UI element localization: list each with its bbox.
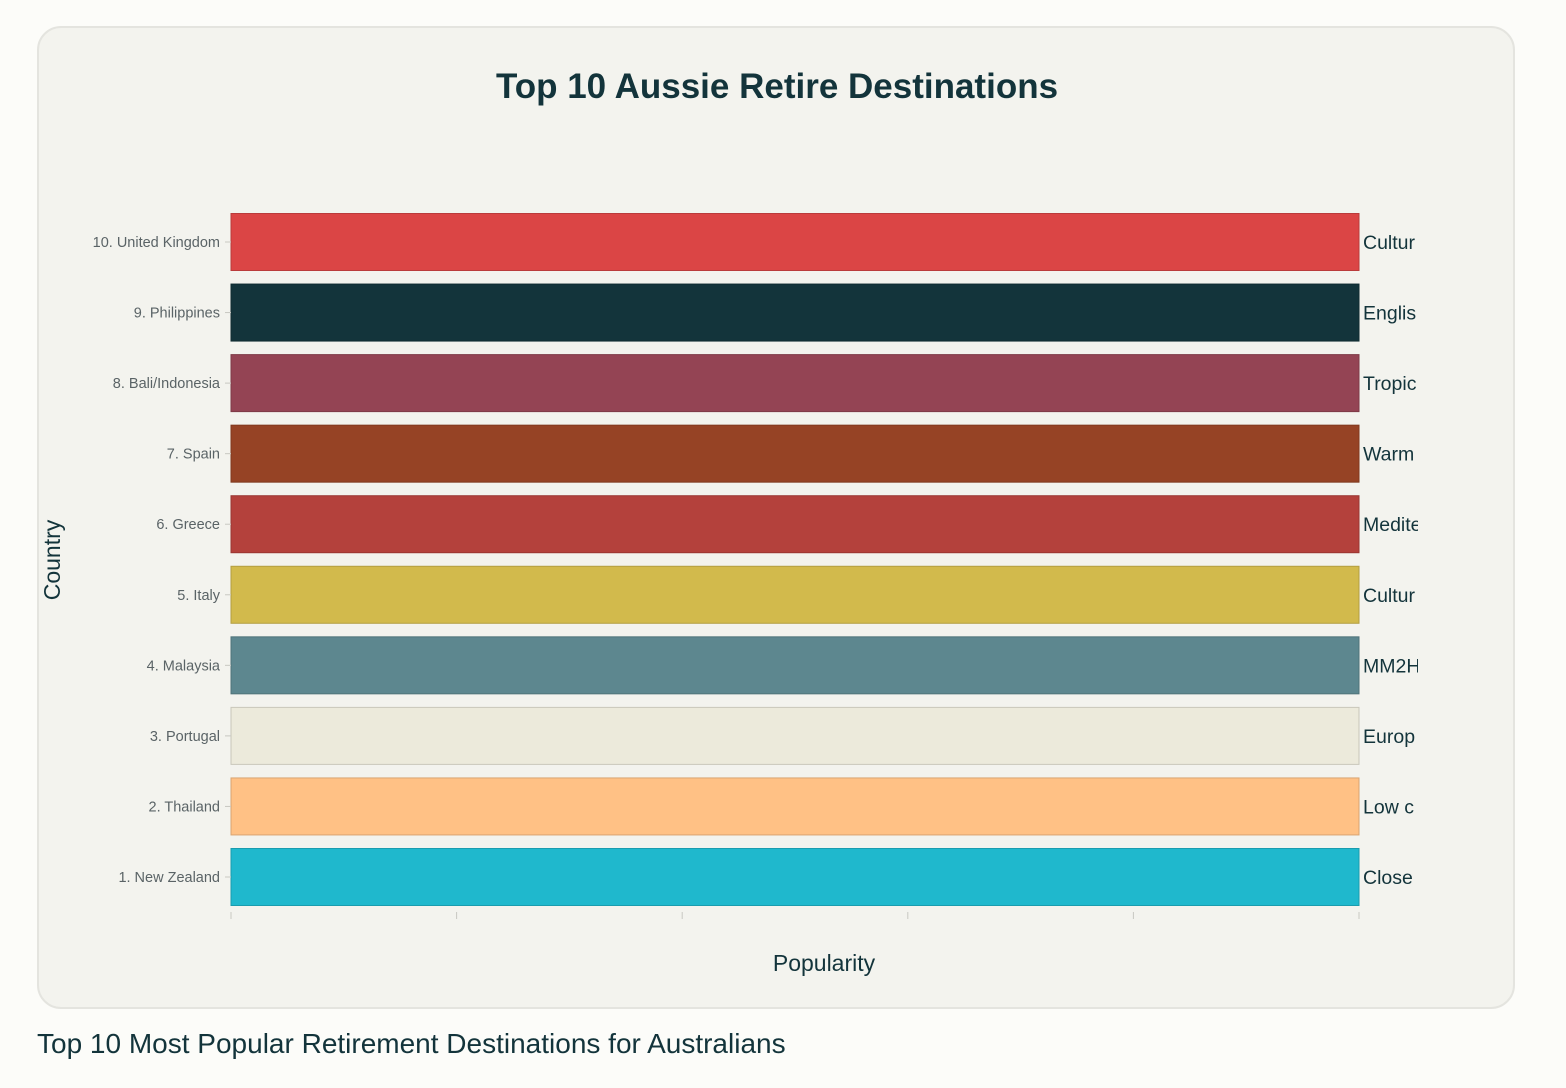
- x-axis-title: Popularity: [773, 950, 876, 976]
- bar-label: Englis: [1363, 303, 1416, 325]
- y-tick-label: 7. Spain: [167, 447, 220, 463]
- y-tick-label: 5. Italy: [177, 588, 220, 604]
- bar-label: MM2H: [1363, 655, 1420, 677]
- y-tick-label: 4. Malaysia: [147, 658, 221, 674]
- bar: [230, 213, 1360, 271]
- bar-label: Cultur: [1363, 232, 1416, 254]
- y-tick-label: 2. Thailand: [149, 799, 220, 815]
- bar: [230, 636, 1360, 695]
- y-tick-label: 9. Philippines: [134, 306, 220, 322]
- y-tick-label: 1. New Zealand: [118, 870, 220, 886]
- bar-label: Low c: [1363, 796, 1414, 818]
- bar: [230, 424, 1360, 483]
- bar: [230, 565, 1360, 624]
- bar-label: Cultur: [1363, 585, 1416, 607]
- bar-label: Europ: [1363, 726, 1415, 748]
- bar-label: Tropic: [1363, 373, 1417, 395]
- chart-title: Top 10 Aussie Retire Destinations: [496, 67, 1058, 106]
- bars: [230, 213, 1360, 906]
- bar: [230, 848, 1360, 906]
- bar-labels: Close Low c Europ MM2H Cultur Medite Warm Tropi…: [1363, 232, 1422, 889]
- bar-label: Warm: [1363, 444, 1414, 466]
- bar: [230, 354, 1360, 413]
- y-tick-label: 8. Bali/Indonesia: [113, 376, 221, 392]
- y-tick-label: 6. Greece: [156, 517, 220, 533]
- chart: Top 10 Aussie Retire Destinations 1. New…: [39, 67, 1422, 976]
- bar-label: Close: [1363, 867, 1413, 889]
- x-axis-ticks: [230, 912, 1360, 919]
- y-axis-title: Country: [39, 519, 65, 600]
- bar-label: Medite: [1363, 514, 1422, 536]
- bar: [230, 495, 1360, 554]
- y-axis-ticks: 1. New Zealand 2. Thailand 3. Portugal 4. M…: [93, 235, 231, 886]
- bar: [230, 283, 1360, 342]
- bar: [230, 777, 1360, 836]
- figure-caption: Top 10 Most Popular Retirement Destinati…: [37, 1028, 786, 1059]
- y-tick-label: 3. Portugal: [150, 729, 220, 745]
- y-tick-label: 10. United Kingdom: [93, 235, 220, 251]
- bar: [230, 706, 1360, 765]
